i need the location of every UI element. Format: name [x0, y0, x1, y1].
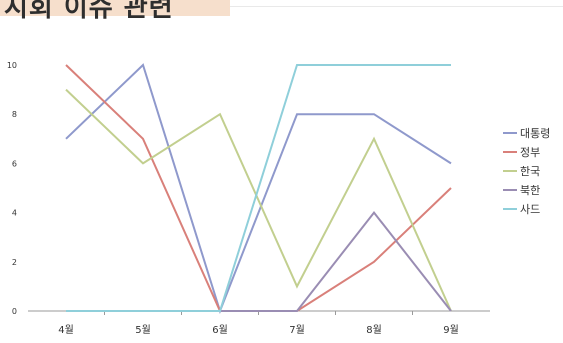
legend-label: 정부: [520, 146, 540, 159]
legend-label: 사드: [520, 203, 540, 216]
legend-label: 한국: [520, 165, 540, 178]
series-line-3: [65, 88, 452, 312]
y-tick-label: 4: [12, 209, 17, 218]
legend-label: 대통령: [520, 127, 550, 140]
series-line-1: [65, 63, 452, 315]
y-tick-label: 10: [7, 61, 17, 70]
x-tick-label: 6월: [212, 324, 228, 336]
x-tick-label: 7월: [289, 324, 305, 336]
x-tick-label: 8월: [366, 324, 382, 336]
series-line-4: [66, 210, 452, 312]
x-tick-label: 5월: [135, 324, 151, 336]
header-tab: 시회 이슈 관련: [0, 0, 230, 23]
y-tick-label: 0: [12, 307, 17, 316]
header-divider: [230, 6, 563, 7]
y-tick-label: 8: [12, 110, 17, 119]
legend-label: 북한: [520, 184, 540, 197]
y-tick-labels: 0 2 4 6 8 10: [7, 61, 17, 316]
y-tick-label: 6: [12, 159, 17, 168]
page-title: 시회 이슈 관련: [4, 0, 174, 23]
x-tick-labels: 4월 5월 6월 7월 8월 9월: [58, 311, 459, 336]
series-line-5: [66, 64, 451, 312]
x-tick-label: 9월: [443, 324, 459, 336]
y-tick-label: 2: [12, 258, 17, 267]
series-lines: [65, 63, 452, 315]
x-tick-label: 4월: [58, 324, 74, 336]
